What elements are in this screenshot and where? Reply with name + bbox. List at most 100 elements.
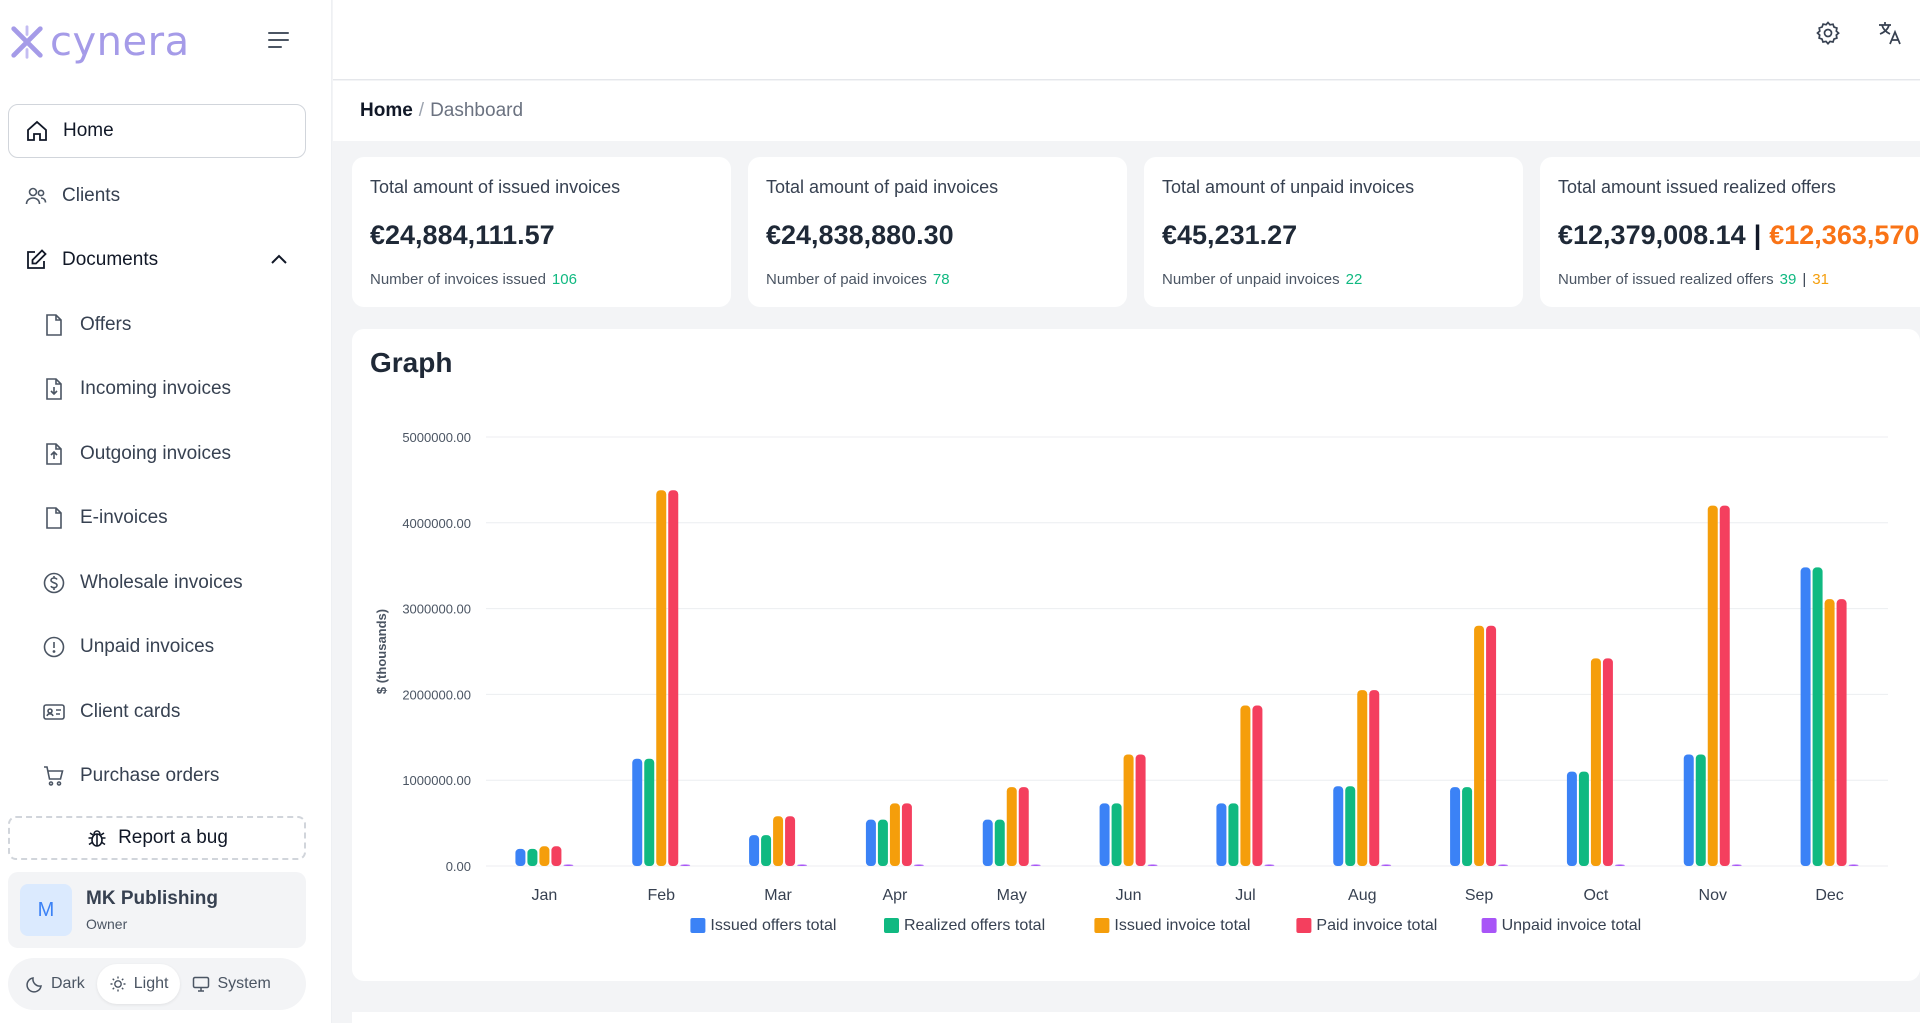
sidebar: cynera Home Clients Documents Offers Inc… — [0, 0, 332, 1023]
x-tick-label: Nov — [1699, 887, 1727, 904]
report-bug-button[interactable]: Report a bug — [8, 816, 306, 860]
theme-system-label: System — [217, 975, 271, 992]
sidebar-item-home[interactable]: Home — [8, 104, 306, 158]
bar-may-3 — [1018, 787, 1029, 866]
sidebar-item-incoming-invoices[interactable]: Incoming invoices — [8, 362, 306, 416]
bar-jul-2 — [1240, 705, 1251, 866]
bar-oct-3 — [1602, 658, 1613, 866]
bar-sep-4 — [1498, 864, 1509, 866]
bar-nov-0 — [1683, 754, 1694, 866]
stat-amount-separator: | — [1753, 220, 1762, 250]
sidebar-item-offers[interactable]: Offers — [8, 298, 306, 352]
bar-nov-1 — [1695, 754, 1706, 866]
stats-cards: Total amount of issued invoices €24,884,… — [352, 157, 1920, 307]
sidebar-item-documents[interactable]: Documents — [8, 233, 306, 287]
breadcrumb-separator: / — [418, 100, 425, 121]
legend-label: Unpaid invoice total — [1502, 917, 1642, 934]
sidebar-item-wholesale-invoices[interactable]: Wholesale invoices — [8, 556, 306, 610]
stat-amount: €12,379,008.14 | €12,363,570 — [1558, 220, 1919, 251]
x-tick-label: Feb — [647, 887, 675, 904]
stat-sub: Number of unpaid invoices 22 — [1162, 271, 1505, 288]
file-icon — [42, 313, 66, 337]
breadcrumb: Home / Dashboard — [333, 81, 1920, 141]
stat-sub-label: Number of unpaid invoices — [1162, 271, 1340, 288]
bar-jul-1 — [1228, 803, 1239, 866]
stat-sub: Number of paid invoices 78 — [766, 271, 1109, 288]
graph-card: Graph 0.00 1000000.00 2000000.00 3000000.00… — [352, 329, 1920, 981]
brand-name: cynera — [50, 19, 190, 65]
translate-icon[interactable] — [1875, 18, 1905, 48]
sidebar-item-e-invoices[interactable]: E-invoices — [8, 491, 306, 545]
legend-swatch — [884, 918, 899, 933]
y-tick-label: 5000000.00 — [402, 430, 471, 445]
bar-mar-4 — [797, 864, 808, 866]
sidebar-nav: Home Clients Documents Offers Incoming i… — [8, 104, 306, 814]
x-tick-label: Jul — [1235, 887, 1255, 904]
bar-jun-0 — [1099, 803, 1110, 866]
bar-jul-3 — [1252, 705, 1263, 866]
stat-sub: Number of invoices issued 106 — [370, 271, 713, 288]
sidebar-item-clients[interactable]: Clients — [8, 169, 306, 223]
stat-amount: €24,884,111.57 — [370, 220, 555, 250]
sidebar-item-outgoing-invoices[interactable]: Outgoing invoices — [8, 427, 306, 481]
bar-apr-2 — [889, 803, 900, 866]
bar-sep-1 — [1462, 787, 1473, 866]
sidebar-item-client-cards[interactable]: Client cards — [8, 685, 306, 739]
x-tick-label: Apr — [882, 887, 908, 904]
menu-toggle-icon[interactable] — [268, 32, 292, 52]
bar-aug-4 — [1381, 864, 1392, 866]
logo-icon — [11, 25, 43, 59]
legend-label: Issued offers total — [710, 917, 836, 934]
bar-dec-1 — [1812, 567, 1823, 866]
sidebar-item-label: Offers — [80, 313, 132, 335]
gear-icon[interactable] — [1813, 18, 1843, 48]
stat-title: Total amount issued realized offers — [1558, 177, 1836, 197]
bar-jan-1 — [527, 848, 538, 866]
user-profile-card[interactable]: M MK Publishing Owner — [8, 872, 306, 948]
legend-swatch — [1296, 918, 1312, 933]
bar-feb-4 — [680, 864, 691, 866]
bar-may-1 — [994, 819, 1005, 866]
bar-dec-2 — [1824, 599, 1835, 866]
users-icon — [24, 184, 48, 208]
chevron-up-icon[interactable] — [268, 249, 290, 271]
theme-light-option[interactable]: Light — [96, 964, 181, 1004]
theme-dark-option[interactable]: Dark — [14, 964, 97, 1004]
bar-apr-1 — [877, 819, 888, 866]
bar-mar-1 — [761, 835, 772, 866]
breadcrumb-home[interactable]: Home — [360, 100, 413, 121]
theme-dark-label: Dark — [51, 975, 85, 992]
legend-label: Realized offers total — [904, 917, 1045, 934]
bar-sep-2 — [1474, 625, 1485, 866]
bar-jul-4 — [1264, 864, 1275, 866]
user-role: Owner — [86, 916, 128, 932]
bar-feb-1 — [644, 758, 655, 866]
sidebar-item-purchase-orders[interactable]: Purchase orders — [8, 749, 306, 803]
bar-aug-1 — [1345, 786, 1356, 866]
stat-count: 78 — [932, 271, 950, 288]
file-download-icon — [42, 377, 66, 401]
bar-apr-0 — [865, 819, 876, 866]
brand-logo[interactable]: cynera — [8, 19, 190, 65]
bar-dec-0 — [1800, 567, 1811, 866]
monitor-icon — [193, 976, 210, 992]
theme-system-option[interactable]: System — [180, 964, 282, 1004]
user-name: MK Publishing — [86, 888, 218, 909]
bar-jun-2 — [1123, 754, 1134, 866]
sidebar-item-unpaid-invoices[interactable]: Unpaid invoices — [8, 620, 306, 674]
bar-feb-0 — [632, 758, 643, 866]
y-tick-label: 0.00 — [446, 859, 471, 874]
bar-aug-3 — [1369, 690, 1380, 866]
bar-chart: 0.00 1000000.00 2000000.00 3000000.00 400000… — [374, 430, 1888, 934]
bar-oct-1 — [1578, 771, 1589, 866]
legend-label: Paid invoice total — [1316, 917, 1437, 934]
stat-card-realized-offers: Total amount issued realized offers €12,… — [1540, 157, 1920, 307]
bottom-panel-edge — [352, 1012, 1920, 1023]
stat-sub-label: Number of paid invoices — [766, 271, 927, 288]
x-tick-label: Oct — [1583, 887, 1608, 904]
dollar-circle-icon — [42, 571, 66, 595]
stat-card-paid: Total amount of paid invoices €24,838,88… — [748, 157, 1127, 307]
bar-sep-3 — [1486, 625, 1497, 866]
bar-jun-4 — [1147, 864, 1158, 866]
sidebar-item-label: Home — [63, 120, 114, 141]
